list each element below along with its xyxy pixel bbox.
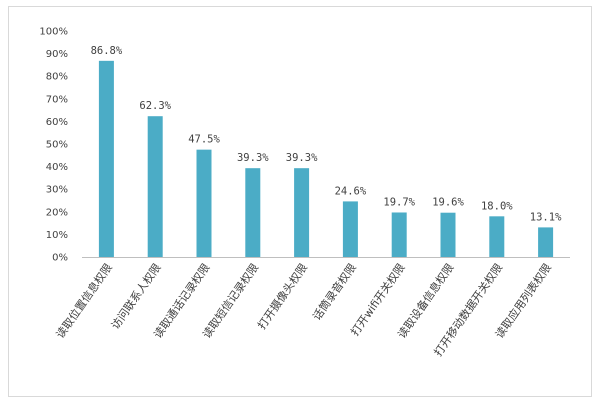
category-label: 打开摄像头权限 [254, 261, 310, 332]
y-tick-label: 20% [46, 207, 68, 218]
y-axis: 0% 10% 20% 30% 40% 50% 60% 70% 80% 90% 100% [39, 27, 68, 264]
y-tick-label: 30% [46, 185, 68, 196]
category-label: 读取位置信息权限 [53, 261, 115, 341]
bar-series [98, 60, 554, 258]
category-label: 打开wifi开关权限 [347, 261, 407, 339]
data-label: 39.3% [237, 152, 269, 164]
bar [342, 201, 358, 257]
bar [147, 116, 163, 258]
data-labels: 86.8% 62.3% 47.5% 39.3% 39.3% 24.6% 19.7% 19.6%… [91, 45, 562, 224]
category-label: 话筒录音权限 [310, 261, 359, 323]
data-label: 19.7% [383, 196, 415, 208]
y-tick-label: 0% [52, 253, 68, 264]
data-label: 19.6% [432, 197, 464, 209]
bar [98, 60, 114, 257]
bar [294, 168, 310, 257]
data-label: 62.3% [139, 100, 171, 112]
y-tick-label: 40% [46, 162, 68, 173]
y-tick-label: 100% [39, 27, 68, 38]
data-label: 86.8% [91, 45, 123, 57]
data-label: 39.3% [286, 152, 318, 164]
y-tick-label: 80% [46, 72, 68, 83]
y-tick-label: 50% [46, 140, 68, 151]
data-label: 47.5% [188, 134, 220, 146]
data-label: 24.6% [335, 185, 367, 197]
bar [538, 227, 554, 257]
y-tick-label: 90% [46, 49, 68, 60]
data-label: 13.1% [530, 211, 562, 223]
bar [440, 212, 456, 257]
data-label: 18.0% [481, 200, 513, 212]
bar [489, 216, 505, 257]
bar [196, 149, 212, 257]
y-tick-label: 70% [46, 94, 68, 105]
bar [391, 212, 407, 257]
bar [245, 168, 261, 257]
y-tick-label: 10% [46, 230, 68, 241]
y-tick-label: 60% [46, 117, 68, 128]
category-label: 访问联系人权限 [109, 261, 164, 332]
